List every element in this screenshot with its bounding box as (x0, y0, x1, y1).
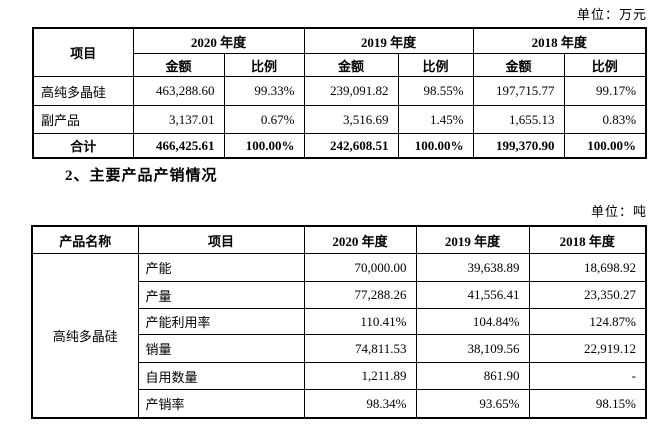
table-cell: 98.34% (303, 389, 417, 419)
table-cell: 1,655.13 (472, 105, 565, 134)
table-row: 产能利用率 110.41% 104.84% 124.87% (32, 308, 647, 335)
revenue-composition-table: 项目 2020 年度 2019 年度 2018 年度 金额 比例 金额 比例 金… (32, 27, 648, 159)
table-cell: 18,698.92 (528, 253, 647, 282)
table-cell: 466,425.61 (132, 133, 225, 159)
table-row: 产量 77,288.26 41,556.41 23,350.27 (32, 281, 647, 309)
column-header-ratio: 比例 (397, 53, 474, 77)
table-cell: 77,288.26 (303, 281, 417, 309)
table-cell: 23,350.27 (528, 281, 647, 309)
table-cell: 38,109.56 (415, 334, 530, 363)
table-cell: 100.00% (397, 133, 474, 159)
table-header-row: 产品名称 项目 2020 年度 2019 年度 2018 年度 (31, 225, 647, 254)
table-cell: 239,091.82 (303, 76, 399, 106)
section-heading: 2、主要产品产销情况 (65, 168, 218, 184)
table-row: 副产品 3,137.01 0.67% 3,516.69 1.45% 1,655.… (32, 105, 647, 134)
table-row: 高纯多晶硅 产能 70,000.00 39,638.89 18,698.92 (31, 253, 647, 419)
table-cell: 199,370.90 (472, 133, 565, 159)
table-cell: 74,811.53 (303, 334, 417, 363)
row-label: 产销率 (137, 389, 305, 419)
column-header-amount: 金额 (303, 53, 399, 77)
table-cell: 39,638.89 (415, 253, 530, 282)
table-row: 自用数量 1,211.89 861.90 - (32, 362, 647, 390)
table-cell: 197,715.77 (472, 76, 565, 106)
table-cell: 99.33% (223, 76, 305, 106)
table-cell: - (528, 362, 647, 390)
table-cell: 242,608.51 (303, 133, 399, 159)
product-name-cell: 高纯多晶硅 (31, 253, 139, 419)
table-row: 高纯多晶硅 463,288.60 99.33% 239,091.82 98.55… (32, 76, 647, 106)
row-label: 产能 (137, 253, 305, 282)
table-cell: 100.00% (223, 133, 305, 159)
column-header-ratio: 比例 (563, 53, 647, 77)
table-cell: 463,288.60 (132, 76, 225, 106)
row-label: 产量 (137, 281, 305, 309)
table-cell: 98.55% (397, 76, 474, 106)
production-sales-table: 产品名称 项目 2020 年度 2019 年度 2018 年度 高纯多晶硅 产能… (31, 225, 647, 419)
column-header-ratio: 比例 (223, 53, 305, 77)
column-header-year-2019: 2019 年度 (415, 225, 530, 254)
row-label: 产能利用率 (137, 308, 305, 335)
table-cell: 98.15% (528, 389, 647, 419)
table-cell: 861.90 (415, 362, 530, 390)
total-row-label: 合计 (32, 133, 134, 159)
column-header-product-name: 产品名称 (31, 225, 139, 254)
table-cell: 1.45% (397, 105, 474, 134)
table-cell: 124.87% (528, 308, 647, 335)
table-cell: 100.00% (563, 133, 647, 159)
column-header-year-2020: 2020 年度 (303, 225, 417, 254)
table-cell: 1,211.89 (303, 362, 417, 390)
column-header-year-2020: 2020 年度 (132, 27, 305, 54)
column-header-amount: 金额 (472, 53, 565, 77)
table-cell: 22,919.12 (528, 334, 647, 363)
table-row: 产销率 98.34% 93.65% 98.15% (32, 389, 647, 419)
table-cell: 104.84% (415, 308, 530, 335)
table-subheader-row: 金额 比例 金额 比例 金额 比例 (33, 53, 647, 77)
table-cell: 3,137.01 (132, 105, 225, 134)
column-header-year-2018: 2018 年度 (472, 27, 647, 54)
row-label: 销量 (137, 334, 305, 363)
table-row: 销量 74,811.53 38,109.56 22,919.12 (32, 334, 647, 363)
column-header-item: 项目 (32, 27, 134, 77)
row-label: 副产品 (32, 105, 134, 134)
table-cell: 99.17% (563, 76, 647, 106)
table-cell: 0.67% (223, 105, 305, 134)
column-header-year-2018: 2018 年度 (528, 225, 647, 254)
table-cell: 70,000.00 (303, 253, 417, 282)
table-cell: 41,556.41 (415, 281, 530, 309)
table-header-row: 项目 2020 年度 2019 年度 2018 年度 (32, 27, 647, 77)
table-cell: 110.41% (303, 308, 417, 335)
table-cell: 3,516.69 (303, 105, 399, 134)
column-header-item: 项目 (137, 225, 305, 254)
table-cell: 0.83% (563, 105, 647, 134)
unit-label-wanyuan: 单位：万元 (576, 7, 647, 22)
column-header-amount: 金额 (132, 53, 225, 77)
table-cell: 93.65% (415, 389, 530, 419)
row-label: 高纯多晶硅 (32, 76, 134, 106)
column-header-year-2019: 2019 年度 (303, 27, 474, 54)
table-total-row: 合计 466,425.61 100.00% 242,608.51 100.00%… (32, 133, 647, 159)
unit-label-ton: 单位：吨 (590, 204, 647, 219)
row-label: 自用数量 (137, 362, 305, 390)
